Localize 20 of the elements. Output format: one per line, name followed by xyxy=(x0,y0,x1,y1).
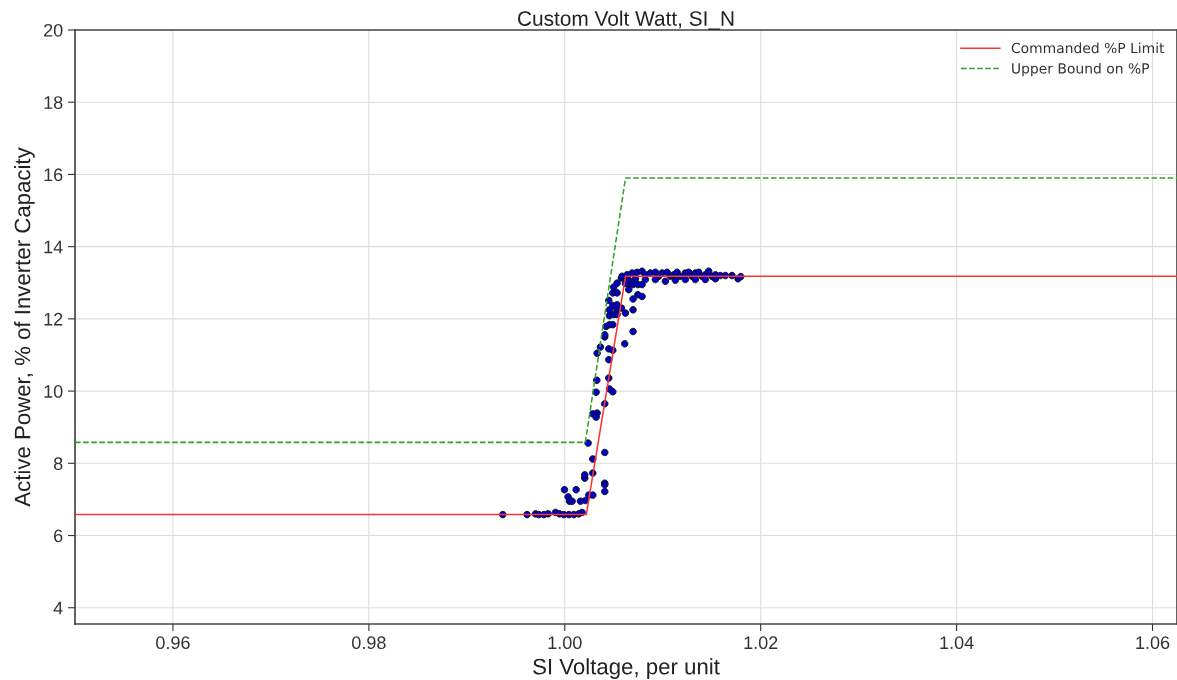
x-tick-label: 0.98 xyxy=(352,636,386,650)
chart-title: Custom Volt Watt, SI_N xyxy=(518,10,734,30)
y-tick-label: 12 xyxy=(44,312,63,326)
y-tick-label: 14 xyxy=(44,240,63,254)
y-tick-label: 20 xyxy=(44,23,63,37)
y-tick-label: 18 xyxy=(44,96,63,109)
y-tick-label: 8 xyxy=(53,457,63,471)
y-tick-label: 16 xyxy=(44,168,63,182)
x-tick-label: 0.96 xyxy=(156,636,190,650)
x-tick-label: 1.00 xyxy=(548,636,582,650)
y-tick-label: 6 xyxy=(54,529,63,543)
legend-label: Commanded %P Limit xyxy=(1011,42,1165,54)
x-tick-label: 1.04 xyxy=(940,636,974,650)
y-axis-title: Active Power, % of Inverter Capacity xyxy=(14,147,35,507)
y-tick-label: 4 xyxy=(53,601,63,615)
legend-label: Upper Bound on %P xyxy=(1012,62,1150,77)
x-tick-label: 1.06 xyxy=(1136,636,1170,650)
x-axis-title: SI Voltage, per unit xyxy=(533,658,720,679)
y-tick-label: 10 xyxy=(44,385,63,398)
x-tick-label: 1.02 xyxy=(744,636,778,650)
